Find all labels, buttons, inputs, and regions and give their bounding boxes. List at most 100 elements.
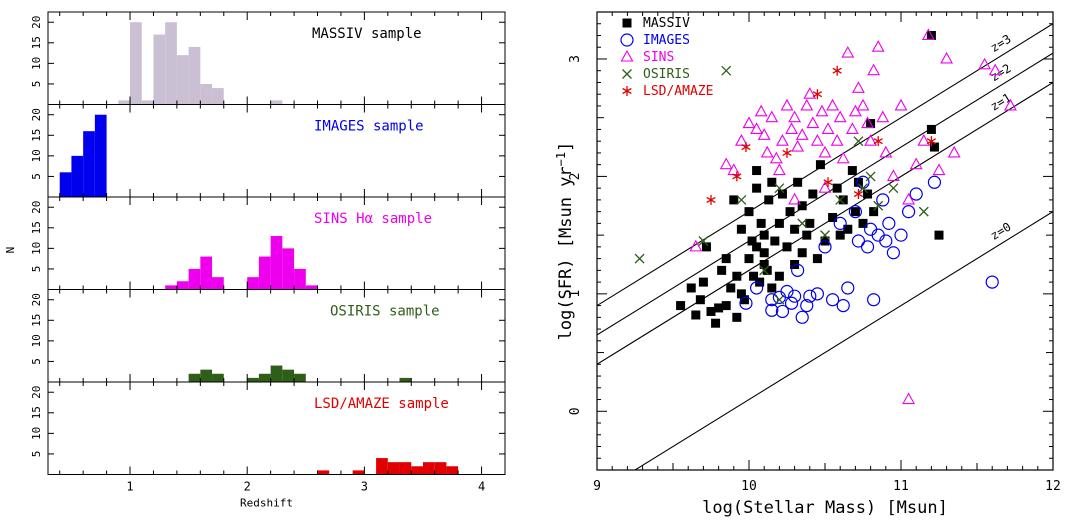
x-tick-label: 10 [741, 479, 757, 494]
legend-label: LSD/AMAZE [643, 84, 713, 99]
sins-point [821, 122, 835, 134]
sins-point [856, 98, 870, 111]
massiv-point [770, 236, 780, 246]
histogram-bar [188, 46, 201, 105]
massiv-point [774, 271, 784, 281]
histogram-bar [83, 131, 95, 197]
sins-point [833, 110, 847, 123]
panel-frame [47, 104, 506, 198]
massiv-point [756, 218, 766, 228]
histogram-bar [212, 373, 224, 382]
y-tick-label: 15 [30, 314, 43, 327]
y-axis-label: N [4, 247, 17, 254]
massiv-point [711, 318, 721, 328]
sins-point [769, 151, 783, 164]
histogram-bar [399, 462, 412, 475]
sins-point [988, 63, 1002, 76]
sins-point [886, 169, 900, 181]
osiris-point [721, 65, 732, 76]
y-tick-label: 20 [30, 108, 43, 121]
massiv-point [764, 195, 774, 205]
redshift-line [597, 81, 1053, 365]
massiv-point [785, 207, 795, 217]
histogram-bar [165, 285, 177, 290]
massiv-point [808, 189, 818, 199]
series-sins [689, 28, 1017, 405]
histogram-bar [294, 373, 306, 382]
histogram-bar [212, 277, 224, 290]
massiv-point [706, 306, 716, 316]
sins-point [947, 145, 961, 158]
massiv-point [812, 254, 822, 264]
sins-point [978, 57, 992, 70]
sins-point [826, 98, 840, 111]
x-axis-label: log(Stellar Mass) [Msun] [702, 498, 948, 518]
sins-point [879, 145, 893, 158]
x-tick-label: 4 [478, 480, 485, 494]
sins-point [772, 163, 786, 176]
histogram-bar [176, 281, 189, 290]
images-point [851, 234, 866, 248]
sins-point [795, 128, 809, 140]
lsd-amaze-point [741, 142, 751, 153]
histogram-bar [153, 34, 166, 105]
y-tick-label: 20 [30, 293, 43, 306]
images-point [810, 287, 825, 301]
series-massiv [676, 30, 944, 328]
images-point [780, 284, 794, 299]
massiv-point [847, 166, 857, 176]
massiv-point [736, 224, 746, 234]
massiv-point [726, 283, 736, 293]
osiris-point [865, 171, 876, 182]
y-tick-label: 3 [568, 55, 583, 63]
images-point [841, 281, 855, 295]
images-point [867, 293, 881, 307]
histogram-bar [282, 369, 295, 382]
massiv-point [793, 177, 803, 187]
massiv-point [752, 166, 762, 176]
histogram-bar [130, 22, 142, 105]
sins-point [902, 392, 916, 405]
osiris-point [634, 253, 645, 264]
sins-point [788, 110, 802, 123]
images-point [836, 298, 850, 313]
legend-label: IMAGES [643, 33, 690, 48]
x-tick-label: 9 [593, 479, 601, 494]
histogram-bar [305, 285, 318, 290]
images-point [739, 296, 753, 310]
images-point [765, 303, 779, 317]
massiv-point [759, 259, 769, 269]
histogram-bar [352, 470, 365, 475]
y-tick-label: 15 [30, 129, 43, 142]
legend: MASSIV IMAGES SINS OSIRIS LSD/AMAZE [620, 16, 713, 99]
massiv-point [732, 312, 742, 322]
massiv-point [782, 242, 792, 252]
histogram-bar [200, 256, 213, 290]
images-point [886, 246, 901, 260]
osiris-point [698, 236, 709, 246]
massiv-point [790, 259, 800, 269]
y-tick-label: 20 [30, 386, 43, 399]
panel-label: OSIRIS sample [330, 304, 440, 320]
massiv-point [744, 254, 754, 264]
images-point [775, 304, 790, 319]
sins-point [780, 98, 794, 111]
osiris-point [820, 230, 830, 241]
lsd-amaze-point [732, 171, 742, 182]
x-tick-label: 3 [361, 480, 368, 494]
sins-point [852, 81, 865, 93]
massiv-point [858, 218, 868, 228]
sins-point [803, 87, 817, 99]
histogram-bar [118, 100, 131, 105]
massiv-point [926, 124, 936, 134]
massiv-point [721, 254, 731, 264]
y-tick-label: 5 [30, 266, 43, 273]
massiv-point [749, 271, 759, 281]
massiv-point [832, 183, 842, 193]
legend-marker [622, 86, 632, 96]
massiv-point [777, 189, 787, 199]
panel-label: SINS Hα sample [314, 211, 432, 227]
x-axis-label: Redshift [240, 497, 293, 510]
lsd-amaze-point [706, 194, 716, 205]
